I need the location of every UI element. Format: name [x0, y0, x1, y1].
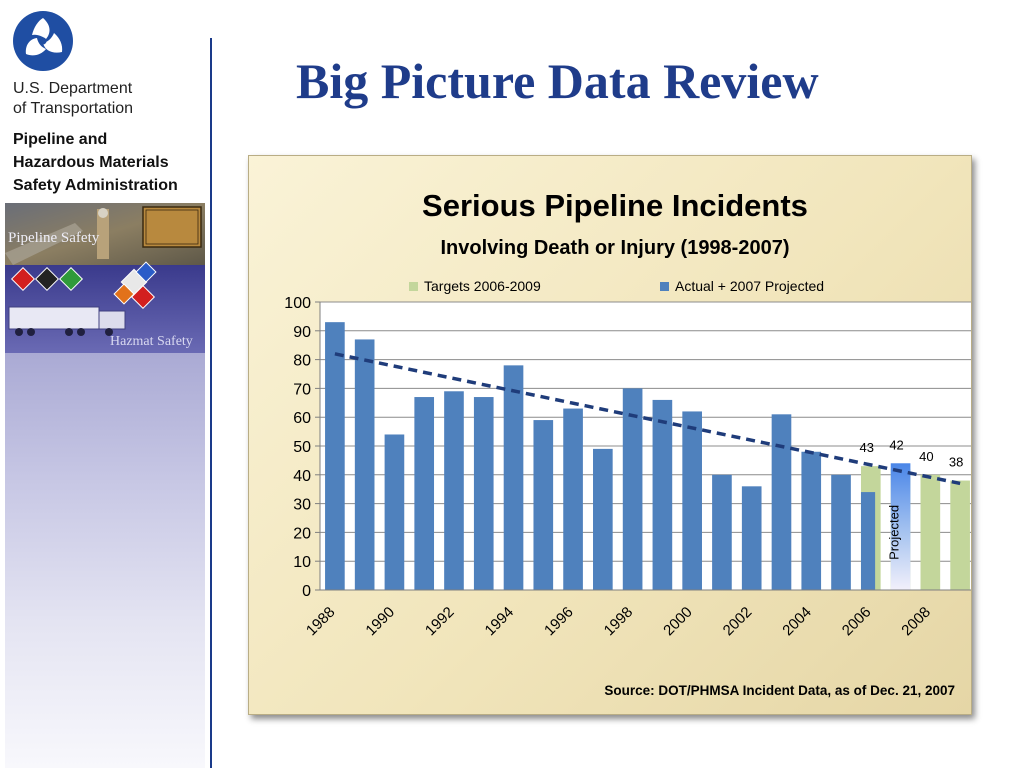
actual-bar-projected [890, 463, 911, 590]
y-axis-tick-label: 70 [293, 381, 311, 398]
actual-bar [771, 414, 792, 590]
x-axis-tick-label: 2006 [839, 604, 875, 640]
pipeline-hazmat-photo-banner [5, 203, 205, 353]
y-axis-tick-label: 90 [293, 324, 311, 341]
actual-bar [622, 388, 643, 590]
x-axis-tick-label: 2002 [720, 604, 756, 640]
actual-bar [831, 474, 851, 590]
x-axis-tick-label: 2000 [660, 604, 696, 640]
legend-swatch-targets [409, 282, 418, 291]
data-label: 43 [860, 440, 874, 455]
y-axis-tick-label: 50 [293, 439, 311, 456]
y-axis-tick-label: 40 [293, 468, 311, 485]
target-bar [920, 474, 941, 590]
bar-chart: 43 42 40 38 Projected 0 10 20 30 40 50 60 70 80 90 100… [284, 188, 971, 698]
dot-triskelion-logo [13, 11, 73, 71]
y-axis-tick-label: 60 [293, 410, 311, 427]
y-axis-tick-label: 100 [284, 295, 311, 312]
actual-bar [741, 486, 762, 590]
administration-name-line1: Pipeline and [13, 131, 108, 148]
administration-name-line3: Safety Administration [13, 177, 178, 194]
legend-swatch-actual [660, 282, 669, 291]
x-axis-tick-label: 1990 [362, 604, 398, 640]
actual-bar [860, 492, 876, 590]
actual-bar [444, 391, 464, 590]
x-axis-tick-label: 1988 [303, 604, 339, 640]
actual-bar [414, 397, 435, 590]
y-axis-tick-label: 20 [293, 525, 311, 542]
actual-bar [563, 408, 583, 590]
chart-panel: 43 42 40 38 Projected 0 10 20 30 40 50 60 70 80 90 100… [248, 155, 972, 715]
actual-bar [384, 434, 405, 590]
x-axis-tick-label: 1996 [541, 604, 577, 640]
actual-bar [473, 397, 494, 590]
x-axis-tick-label: 1994 [482, 604, 518, 640]
sidebar-gradient-panel [5, 353, 205, 768]
x-axis-tick-label: 2004 [779, 604, 815, 640]
chart-source-note: Source: DOT/PHMSA Incident Data, as of D… [604, 683, 955, 698]
y-axis-tick-label: 0 [302, 583, 311, 600]
sidebar-divider [210, 38, 212, 768]
pipeline-safety-label: Pipeline Safety [8, 230, 100, 246]
actual-bar [593, 448, 613, 590]
chart-subtitle: Involving Death or Injury (1998-2007) [441, 237, 790, 259]
y-axis-tick-label: 10 [293, 554, 311, 571]
actual-bar [652, 399, 673, 590]
actual-bar [712, 474, 732, 590]
actual-bar [533, 420, 554, 590]
chart-title: Serious Pipeline Incidents [422, 188, 808, 223]
actual-bar [801, 451, 822, 590]
data-label: 40 [919, 449, 933, 464]
target-bar [950, 480, 970, 590]
data-label: 38 [949, 455, 963, 470]
hazmat-safety-label: Hazmat Safety [110, 334, 193, 349]
sidebar: U.S. Department of Transportation Pipeli… [0, 0, 212, 768]
legend-label-actual: Actual + 2007 Projected [675, 278, 824, 294]
slide-title: Big Picture Data Review [296, 53, 819, 109]
x-axis-tick-label: 2008 [898, 604, 934, 640]
trend-line [334, 352, 961, 486]
administration-name-line2: Hazardous Materials [13, 154, 169, 171]
actual-bar [682, 411, 702, 590]
actual-bar [503, 365, 524, 590]
chart-legend: Targets 2006-2009 Actual + 2007 Projecte… [409, 278, 824, 294]
x-axis-tick-label: 1992 [422, 604, 458, 640]
projected-annotation: Projected [887, 505, 902, 560]
agency-name-line2: of Transportation [13, 100, 134, 117]
actual-bar [354, 339, 375, 590]
y-axis-tick-label: 30 [293, 497, 311, 514]
agency-name-line1: U.S. Department [13, 80, 133, 97]
actual-bar [325, 322, 345, 590]
x-axis-tick-label: 1998 [601, 604, 637, 640]
data-label: 42 [889, 437, 903, 452]
y-axis-tick-label: 80 [293, 353, 311, 370]
legend-label-targets: Targets 2006-2009 [424, 278, 541, 294]
